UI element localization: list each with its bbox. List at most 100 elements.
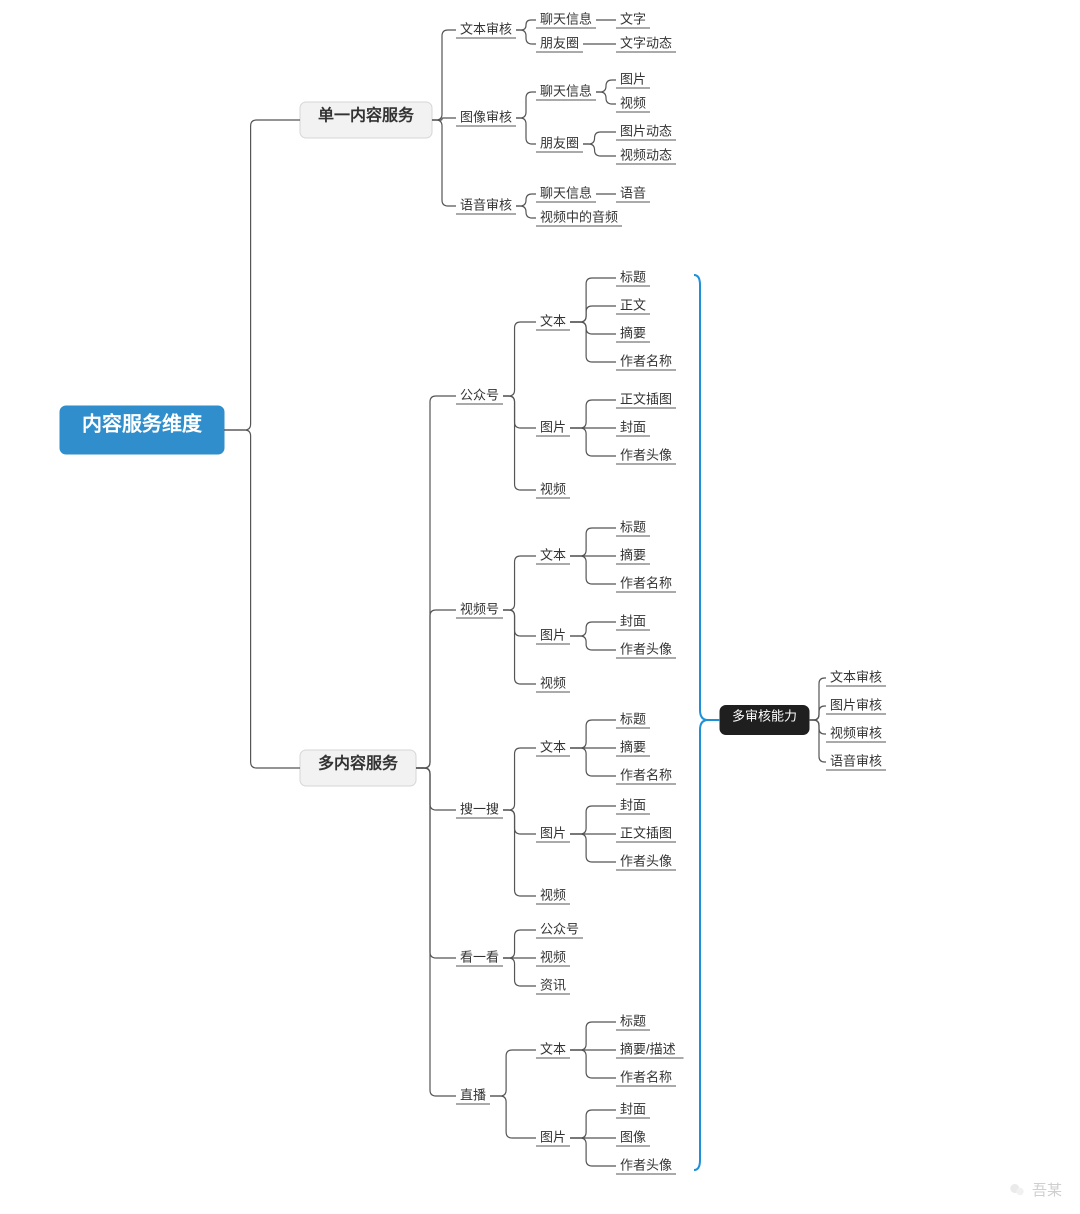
node-label-voice-audit: 语音审核: [460, 197, 512, 212]
connector: [416, 768, 456, 1096]
connector: [570, 1138, 616, 1166]
node-label-live-i3: 作者头像: [620, 1157, 672, 1172]
node-label-gzh-t2: 正文: [620, 297, 646, 312]
connector: [503, 958, 536, 986]
node-label-kyk-3: 资讯: [540, 977, 566, 992]
connector: [570, 400, 616, 428]
node-label-sph-i1: 封面: [620, 613, 646, 628]
connector: [503, 930, 536, 958]
node-label-gzh-t1: 标题: [620, 269, 646, 284]
connector: [583, 144, 616, 156]
node-label-sys-img: 图片: [540, 825, 566, 840]
connector: [809, 706, 826, 720]
node-label-image-audit: 图像审核: [460, 109, 512, 124]
node-label-live-t3: 作者名称: [620, 1069, 672, 1084]
connector: [416, 768, 456, 958]
node-label-gzh-i3: 作者头像: [620, 447, 672, 462]
node-label-ia-moments: 朋友圈: [540, 135, 579, 150]
node-label-ta-m-txt: 文字动态: [620, 35, 672, 50]
connector: [503, 610, 536, 636]
node-label-va-chat-v: 语音: [620, 185, 646, 200]
node-label-sph-img: 图片: [540, 627, 566, 642]
node-label-single: 单一内容服务: [318, 106, 415, 125]
node-label-sys-i3: 作者头像: [620, 853, 672, 868]
node-label-cap-3: 视频审核: [830, 725, 882, 740]
node-label-ta-chat-txt: 文字: [620, 11, 646, 26]
node-label-live: 直播: [460, 1087, 486, 1102]
connector: [596, 80, 616, 92]
connector: [570, 306, 616, 322]
connector: [224, 120, 300, 430]
node-label-sys-vid: 视频: [540, 887, 566, 902]
diagram-stage: 内容服务维度单一内容服务文本审核聊天信息文字朋友圈文字动态图像审核聊天信息图片视…: [0, 0, 1080, 1214]
connector: [809, 720, 826, 762]
connector: [503, 810, 536, 834]
connector: [809, 678, 826, 720]
connector: [570, 622, 616, 636]
node-label-ia-m-img: 图片动态: [620, 123, 672, 138]
node-label-sys-t3: 作者名称: [620, 767, 672, 782]
connector: [570, 278, 616, 322]
node-label-sph-t1: 标题: [620, 519, 646, 534]
connector: [570, 322, 616, 334]
connector: [516, 92, 536, 118]
node-label-sph-text: 文本: [540, 547, 566, 562]
node-label-multi-capability: 多审核能力: [732, 709, 797, 724]
connector: [416, 396, 456, 768]
connector: [432, 30, 456, 120]
connector: [516, 194, 536, 206]
node-label-live-i1: 封面: [620, 1101, 646, 1116]
connector: [570, 748, 616, 776]
connector: [570, 322, 616, 362]
node-label-sph: 视频号: [460, 601, 499, 616]
connector: [503, 610, 536, 684]
node-label-gzh-i1: 正文插图: [620, 391, 672, 406]
node-label-multi: 多内容服务: [318, 754, 399, 773]
node-label-gzh-t3: 摘要: [620, 325, 646, 340]
connector: [570, 1022, 616, 1050]
node-label-ta-chat: 聊天信息: [540, 11, 592, 26]
connector: [570, 834, 616, 862]
node-label-ia-chat-img: 图片: [620, 71, 646, 86]
node-label-gzh-text: 文本: [540, 313, 566, 328]
connector: [570, 720, 616, 748]
node-label-kyk-1: 公众号: [540, 921, 579, 936]
connector: [570, 1110, 616, 1138]
connector: [503, 810, 536, 896]
node-label-live-t1: 标题: [620, 1013, 646, 1028]
node-label-text-audit: 文本审核: [460, 21, 512, 36]
node-label-sph-i2: 作者头像: [620, 641, 672, 656]
node-label-live-text: 文本: [540, 1041, 566, 1056]
node-label-cap-1: 文本审核: [830, 669, 882, 684]
node-label-sph-t3: 作者名称: [620, 575, 672, 590]
node-label-sph-t2: 摘要: [620, 547, 646, 562]
node-label-gzh-img: 图片: [540, 419, 566, 434]
node-label-va-chat: 聊天信息: [540, 185, 592, 200]
node-label-sys-i1: 封面: [620, 797, 646, 812]
node-label-live-i2: 图像: [620, 1129, 646, 1144]
connector: [516, 20, 536, 30]
node-label-gzh: 公众号: [460, 387, 499, 402]
connector: [503, 556, 536, 610]
node-label-gzh-vid: 视频: [540, 481, 566, 496]
connector: [503, 396, 536, 490]
connector: [570, 636, 616, 650]
connector: [416, 610, 456, 768]
node-label-ia-chat: 聊天信息: [540, 83, 592, 98]
node-label-va-vidaudio: 视频中的音频: [540, 209, 618, 224]
node-label-ia-m-vid: 视频动态: [620, 147, 672, 162]
node-label-kyk-2: 视频: [540, 949, 566, 964]
connector: [503, 396, 536, 428]
connector: [490, 1096, 536, 1138]
connector: [516, 118, 536, 144]
connector: [503, 748, 536, 810]
connector: [432, 120, 456, 206]
aggregate-bracket: [694, 275, 708, 1170]
node-label-gzh-i2: 封面: [620, 419, 646, 434]
node-label-ia-chat-vid: 视频: [620, 95, 646, 110]
connector: [490, 1050, 536, 1096]
connector: [570, 528, 616, 556]
node-label-sys: 搜一搜: [460, 801, 499, 816]
connector: [570, 556, 616, 584]
connector: [570, 806, 616, 834]
